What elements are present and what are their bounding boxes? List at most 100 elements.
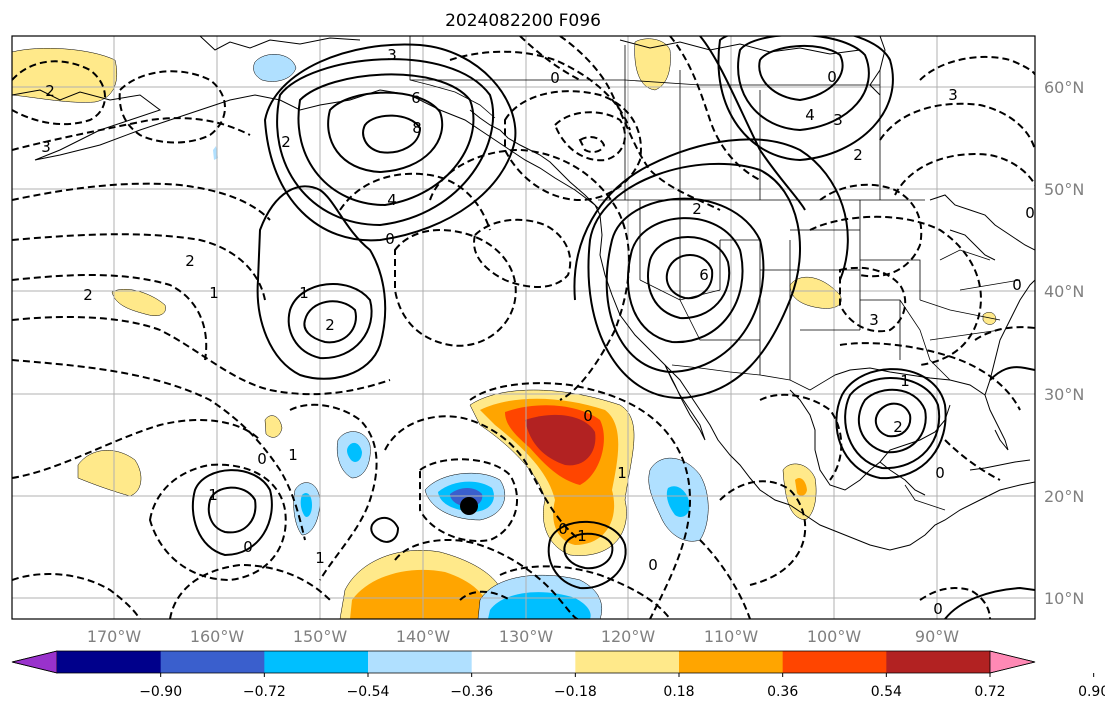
coast-gulf-north <box>834 367 986 396</box>
colorbar-tick-label: −0.54 <box>347 684 390 700</box>
contour-high-usw-6 <box>665 254 714 300</box>
dash-east-6 <box>919 55 1035 81</box>
coast-bc-islands <box>469 109 599 209</box>
contour-label: 3 <box>833 111 843 129</box>
contour-label: 0 <box>935 464 945 482</box>
contour-label: 0 <box>257 450 267 468</box>
dash-east-9 <box>839 342 1021 411</box>
colorbar-segment <box>57 651 162 673</box>
colorbar-tick-label: 0.36 <box>767 684 798 700</box>
contour-high-usw-3 <box>626 217 744 344</box>
coast-greatlakes <box>929 194 1035 251</box>
dash-sw-3 <box>148 463 287 582</box>
dash-troughpac-1 <box>394 229 517 347</box>
contour-low-gulf-3 <box>844 377 941 470</box>
dash-center-4 <box>394 539 579 619</box>
colorbar-extend-min <box>11 650 58 674</box>
shade-positive-east-tiny <box>982 312 997 325</box>
lon-label: 120°W <box>601 627 656 646</box>
contour-ridge-north-6 <box>758 44 844 102</box>
contour-low-sw-outer <box>191 469 273 557</box>
dash-troughpac-5 <box>578 136 606 154</box>
dash-mex-1 <box>759 393 843 481</box>
colorbar-segment <box>782 651 887 673</box>
map-layers: 3 6 8 4 0 2 1 2 2 3 2 1 2 0 2 3 0 0 6 4 … <box>12 36 1035 619</box>
dash-troughpac-4 <box>553 111 626 162</box>
lon-label: 150°W <box>293 627 348 646</box>
contour-label: 0 <box>827 68 837 86</box>
dash-troughpac-7 <box>339 172 491 231</box>
coast-baja <box>664 364 706 441</box>
contour-bottom-right <box>944 586 1035 619</box>
dash-center-6 <box>469 382 692 619</box>
dash-east-8 <box>944 439 1001 481</box>
shade-positive-texas <box>789 276 842 309</box>
contour-label: 1 <box>299 284 309 302</box>
lat-label: 50°N <box>1044 180 1084 199</box>
contour-high-alaska-8 <box>362 114 422 154</box>
contour-label: 2 <box>185 252 195 270</box>
lon-label: 90°W <box>915 627 959 646</box>
contour-label: 3 <box>41 138 51 156</box>
contour-label: 1 <box>208 486 218 504</box>
contour-label: 2 <box>83 286 93 304</box>
coast-canada-north <box>619 39 861 55</box>
dash-north-central <box>559 36 721 211</box>
shade-negative-spot-2-deep <box>300 493 312 517</box>
shade-positive-north <box>634 38 671 91</box>
lon-label: 140°W <box>396 627 451 646</box>
lat-label: 30°N <box>1044 385 1084 404</box>
shade-negative-spot-1-deep <box>347 442 362 463</box>
lon-label: 160°W <box>190 627 245 646</box>
dash-east-5 <box>894 153 1035 196</box>
lat-label: 10°N <box>1044 589 1084 608</box>
contour-low-pac-2 <box>303 300 357 344</box>
contour-label: 0 <box>385 230 395 248</box>
lat-label: 60°N <box>1044 78 1084 97</box>
contour-label: 2 <box>281 133 291 151</box>
colorbar-segments <box>11 650 1036 674</box>
contour-label: 6 <box>699 266 709 284</box>
colorbar-tick-label: 0.54 <box>871 684 902 700</box>
contour-label: 1 <box>900 372 910 390</box>
map-title: 2024082200 F096 <box>445 11 601 31</box>
contour-label: 2 <box>692 200 702 218</box>
borders <box>409 36 1021 511</box>
dash-north-central-2 <box>669 36 761 181</box>
solid-contours <box>191 36 1035 619</box>
contour-label: 2 <box>45 82 55 100</box>
contour-label: 0 <box>933 600 943 618</box>
shade-positive-topleft <box>12 48 118 103</box>
dash-east-7 <box>974 326 1035 341</box>
gridlines <box>12 36 1035 619</box>
lon-label: 130°W <box>499 627 554 646</box>
coast-lakes-2 <box>949 229 996 261</box>
coast-florida <box>984 394 1009 451</box>
contour-label: 2 <box>325 316 335 334</box>
border-state-lines-east <box>860 249 1021 381</box>
storm-center-marker <box>460 497 478 515</box>
dash-troughpac-3 <box>504 90 642 202</box>
contour-label: 1 <box>617 464 627 482</box>
dash-sw-2 <box>169 563 331 619</box>
dash-troughpac-9 <box>519 36 581 81</box>
colorbar-segment <box>575 651 680 673</box>
contour-label: 3 <box>869 311 879 329</box>
coast-mexico-south <box>789 481 1035 551</box>
contour-label: 1 <box>577 527 587 545</box>
lon-label: 110°W <box>704 627 759 646</box>
contour-ridge-north-3 <box>717 36 894 162</box>
contour-low-center-2 <box>547 520 627 590</box>
dash-troughpac-6 <box>429 148 631 401</box>
lat-label: 20°N <box>1044 487 1084 506</box>
contour-low-pac-0 <box>256 185 387 380</box>
dashed-contours <box>12 36 1035 619</box>
colorbar-tick-label: 0.90 <box>1078 684 1105 700</box>
shade-positive-southwest <box>77 450 142 497</box>
dash-w-3 <box>12 316 391 396</box>
contour-low-gulf-1 <box>874 402 912 438</box>
dash-troughpac-2 <box>473 218 572 288</box>
contour-low-gulf-4 <box>835 368 947 480</box>
contour-label: 0 <box>583 407 593 425</box>
contour-low-center-1 <box>563 532 614 570</box>
